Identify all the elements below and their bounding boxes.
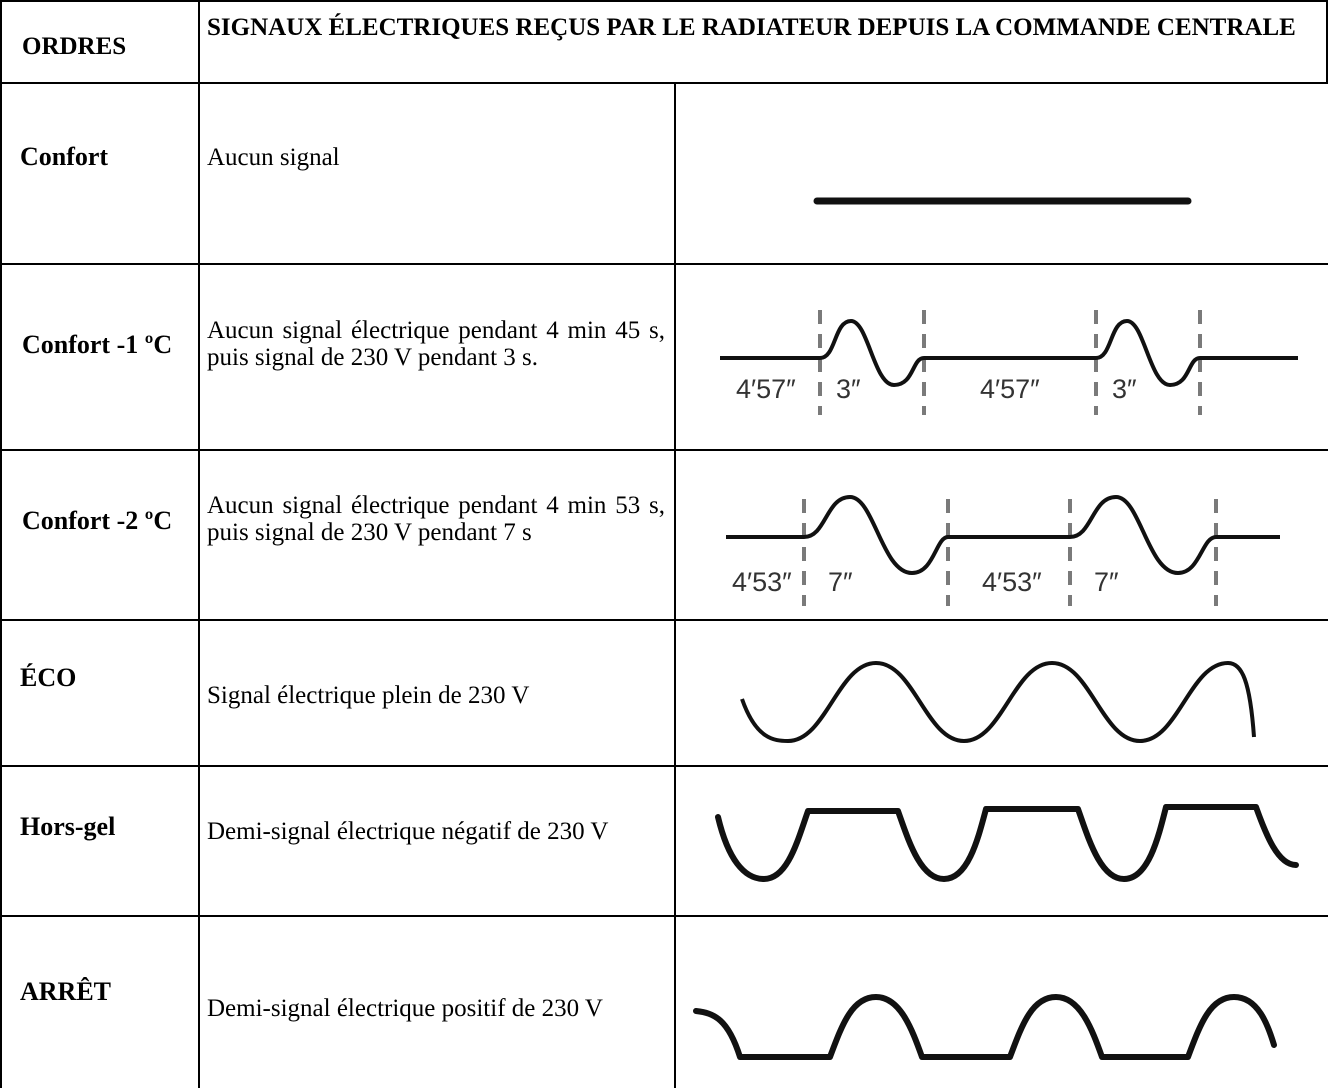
order-label: Confort: [20, 142, 109, 171]
order-label: Confort -2 ºC: [22, 506, 173, 535]
on-duration-label: 3″: [836, 374, 861, 404]
table-border-top: [0, 0, 1328, 2]
dashed-marker: [802, 499, 1218, 606]
positive-half-sine-waveform: [693, 994, 1277, 1060]
row-divider: [0, 619, 1328, 621]
column-divider: [674, 83, 676, 1088]
full-sine-waveform: [740, 661, 1256, 743]
row-divider: [0, 263, 1328, 265]
row-divider: [0, 915, 1328, 917]
table-border-right: [1326, 0, 1328, 83]
row-divider: [0, 765, 1328, 767]
header-orders: ORDRES: [22, 33, 127, 60]
pulse-3s-waveform: 4′57″ 3″ 4′57″ 3″: [720, 310, 1298, 415]
off-duration-label: 4′53″: [982, 567, 1042, 597]
signal-description: Signal électrique plein de 230 V: [207, 682, 530, 709]
pulse-7s-waveform: 4′53″ 7″ 4′53″ 7″: [726, 495, 1280, 606]
row-divider: [0, 82, 1328, 84]
order-label: Hors-gel: [20, 812, 116, 841]
on-duration-label: 7″: [1094, 567, 1119, 597]
negative-half-sine-waveform: [715, 804, 1299, 882]
off-duration-label: 4′57″: [736, 374, 796, 404]
header-signals: SIGNAUX ÉLECTRIQUES REÇUS PAR LE RADIATE…: [207, 14, 1296, 41]
signal-description: Aucun signal électrique pendant 4 min 45…: [207, 317, 665, 371]
signal-description: Demi-signal électrique négatif de 230 V: [207, 818, 609, 845]
table-border-left: [0, 0, 2, 1088]
row-divider: [0, 449, 1328, 451]
off-duration-label: 4′53″: [732, 567, 792, 597]
on-duration-label: 3″: [1112, 374, 1137, 404]
on-duration-label: 7″: [828, 567, 853, 597]
off-duration-label: 4′57″: [980, 374, 1040, 404]
column-divider: [198, 0, 200, 1088]
order-label: Confort -1 ºC: [22, 330, 173, 359]
flat-line-waveform: [813, 197, 1192, 205]
signal-description: Aucun signal électrique pendant 4 min 53…: [207, 492, 665, 546]
order-label: ÉCO: [20, 663, 77, 692]
order-label: ARRÊT: [20, 977, 112, 1006]
signal-description: Demi-signal électrique positif de 230 V: [207, 995, 603, 1022]
signal-description: Aucun signal: [207, 144, 340, 171]
dashed-marker: [818, 310, 1202, 415]
